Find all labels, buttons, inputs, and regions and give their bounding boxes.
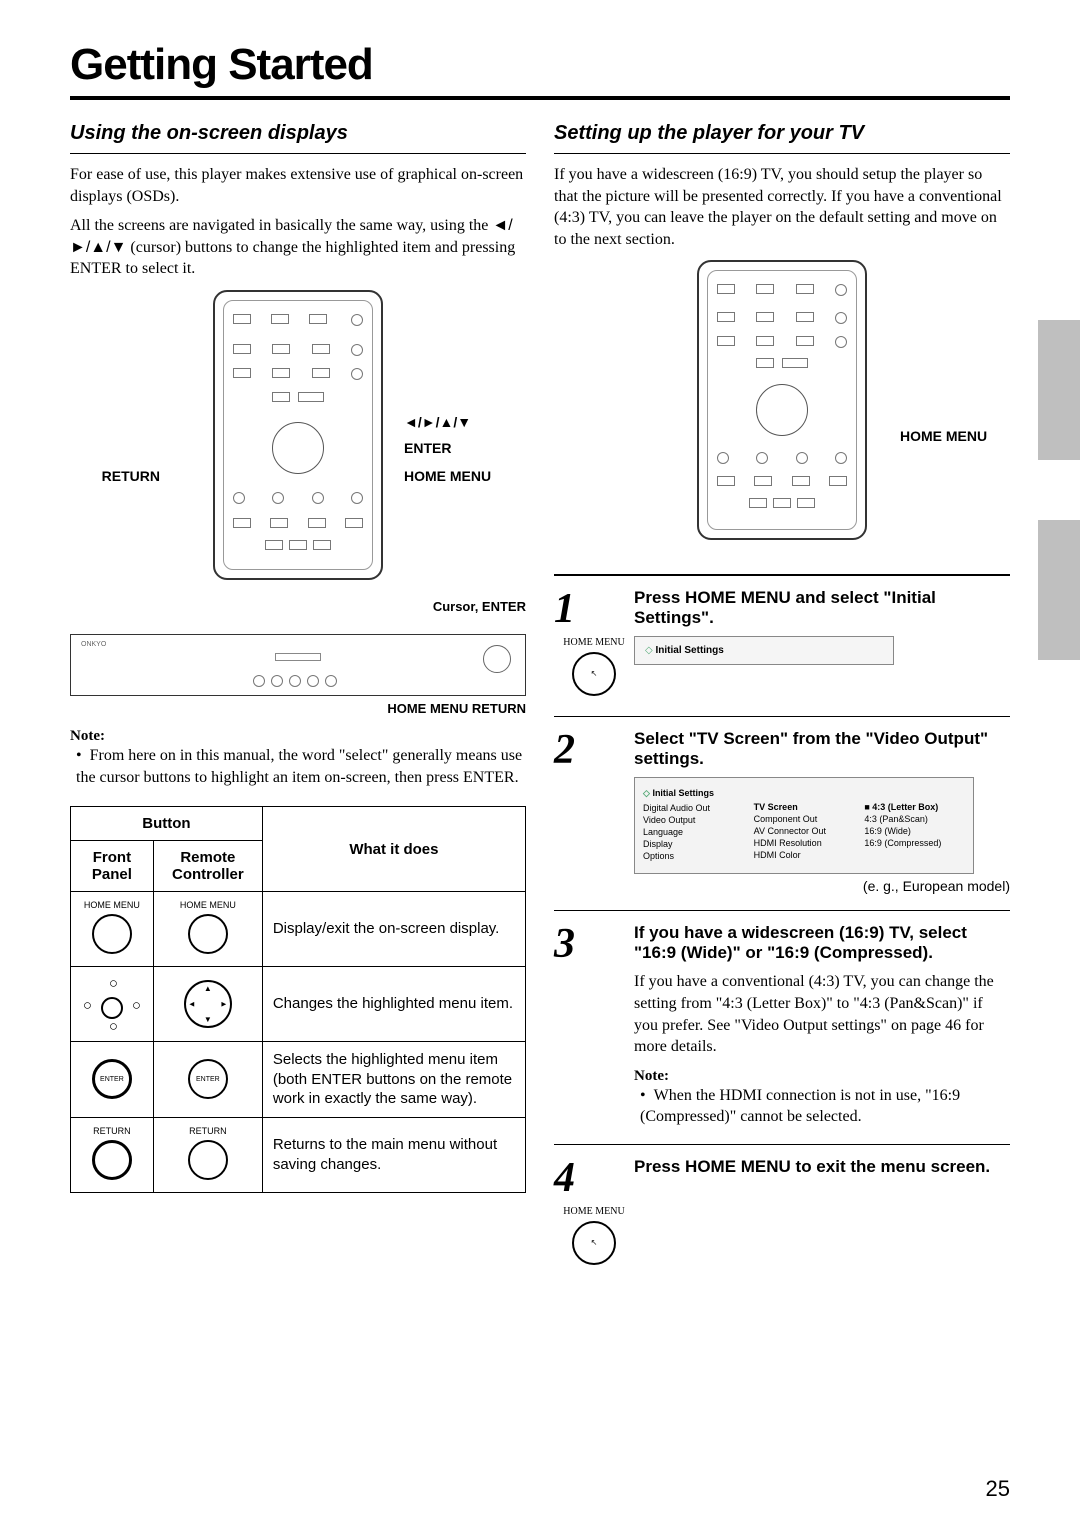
home-menu-icon [188,914,228,954]
step-number: 2 [554,729,634,894]
page-number: 25 [986,1476,1010,1502]
step-number: 3 [554,923,634,1128]
return-icon [92,1140,132,1180]
left-paragraph-1: For ease of use, this player makes exten… [70,164,526,207]
remote-illustration [697,260,867,540]
callout-cursor-arrows: ◄/►/▲/▼ [404,414,534,430]
front-btn-label: RETURN [81,1126,143,1136]
button-table: Button What it does Front Panel Remote C… [70,806,526,1193]
osd-caption: (e. g., European model) [634,878,1010,894]
remote-btn-label: HOME MENU [164,900,252,910]
table-row: HOME MENU HOME MENU Display/exit the on-… [71,892,526,967]
callout-home-menu-return: HOME MENU RETURN [387,701,526,716]
table-row: ○ ○ ○ ○ ▲ ▼ ◄ ► Changes the highlighted … [71,967,526,1042]
note-bullet: When the HDMI connection is not in use, … [640,1085,1010,1128]
home-menu-icon [92,914,132,954]
p2-prefix: All the screens are navigated in basical… [70,217,492,234]
table-desc: Changes the highlighted menu item. [262,967,525,1042]
osd-label: Initial Settings [655,645,723,656]
table-desc: Returns to the main menu without saving … [262,1117,525,1192]
p2-suffix: (cursor) buttons to change the highlight… [70,239,515,278]
section-heading-right: Setting up the player for your TV [554,118,1010,154]
callout-cursor-enter: Cursor, ENTER [433,599,526,614]
side-tab [1038,520,1080,660]
title-rule [70,96,1010,100]
side-tab [1038,320,1080,460]
step-1: 1 HOME MENU ↖ Press HOME MENU and select… [554,574,1010,716]
remote-illustration-wrap-right: HOME MENU [554,260,1010,560]
note-label-left: Note: [70,728,526,745]
step-head: Press HOME MENU to exit the menu screen. [634,1157,1010,1177]
left-column: Using the on-screen displays For ease of… [70,118,526,1285]
step-head: Select "TV Screen" from the "Video Outpu… [634,729,1010,769]
front-btn-label: HOME MENU [81,900,143,910]
section-heading-left: Using the on-screen displays [70,118,526,154]
osd-video-output: ◇ Initial Settings Digital Audio Out Vid… [634,777,974,874]
page-title: Getting Started [70,40,1010,90]
step-number: 4 HOME MENU ↖ [554,1157,634,1269]
enter-icon [101,997,123,1019]
front-panel-illustration: ONKYO [70,634,526,696]
step-head: If you have a widescreen (16:9) TV, sele… [634,923,1010,963]
enter-icon: ENTER [92,1059,132,1099]
home-menu-icon: ↖ [572,1221,616,1265]
th-what: What it does [262,807,525,892]
osd-initial-settings: ◇ Initial Settings [634,636,894,665]
left-paragraph-2: All the screens are navigated in basical… [70,215,526,280]
th-remote: Remote Controller [153,841,262,892]
step-body-text: If you have a conventional (4:3) TV, you… [634,971,1010,1057]
callout-home-menu-right: HOME MENU [900,428,1020,444]
steps-list: 1 HOME MENU ↖ Press HOME MENU and select… [554,574,1010,1285]
step-icon-home-menu: HOME MENU ↖ [554,1207,634,1265]
cursor-ring-icon: ▲ ▼ ◄ ► [184,980,232,1028]
step-2: 2 Select "TV Screen" from the "Video Out… [554,716,1010,910]
step-icon-home-menu: HOME MENU ↖ [554,638,634,696]
note-label-step3: Note: [634,1068,1010,1085]
step-3: 3 If you have a widescreen (16:9) TV, se… [554,910,1010,1144]
th-button: Button [71,807,263,841]
remote-illustration [213,290,383,580]
note-bullets-left: From here on in this manual, the word "s… [70,745,526,788]
return-icon [188,1140,228,1180]
step-4: 4 HOME MENU ↖ Press HOME MENU to exit th… [554,1144,1010,1285]
callout-enter: ENTER [404,440,534,456]
th-front: Front Panel [71,841,154,892]
remote-btn-label: RETURN [164,1126,252,1136]
table-header-row: Button What it does [71,807,526,841]
table-desc: Display/exit the on-screen display. [262,892,525,967]
remote-illustration-wrap: RETURN ◄/►/▲/▼ ENTER HOME MENU [70,290,526,580]
right-paragraph-1: If you have a widescreen (16:9) TV, you … [554,164,1010,250]
step-number: 1 HOME MENU ↖ [554,588,634,700]
callout-home-menu: HOME MENU [404,468,534,484]
table-desc: Selects the highlighted menu item (both … [262,1042,525,1118]
note-bullets-step3: When the HDMI connection is not in use, … [634,1085,1010,1128]
enter-icon: ENTER [188,1059,228,1099]
table-row: ENTER ENTER Selects the highlighted menu… [71,1042,526,1118]
step-head: Press HOME MENU and select "Initial Sett… [634,588,1010,628]
callout-return: RETURN [62,468,160,484]
side-tabs [1038,320,1080,720]
table-row: RETURN RETURN Returns to the main menu w… [71,1117,526,1192]
note-bullet: From here on in this manual, the word "s… [76,745,526,788]
right-column: Setting up the player for your TV If you… [554,118,1010,1285]
home-menu-icon: ↖ [572,652,616,696]
